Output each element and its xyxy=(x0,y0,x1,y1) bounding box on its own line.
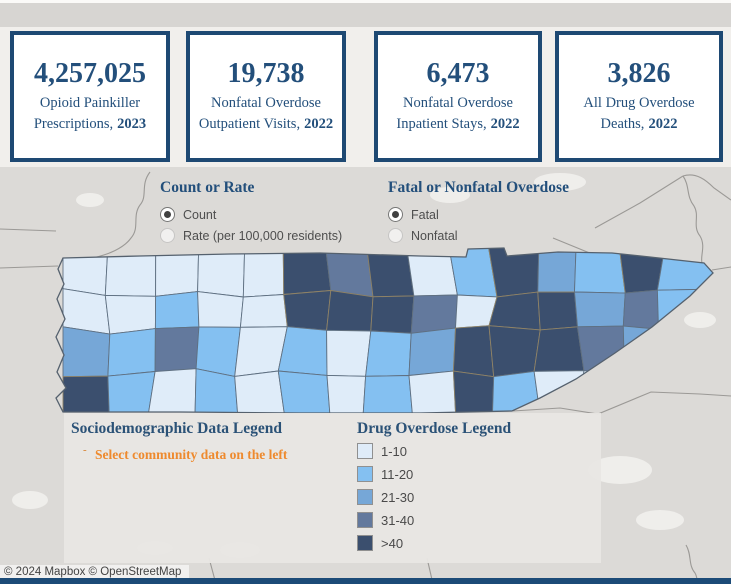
county-shape[interactable] xyxy=(195,326,241,377)
county-shape[interactable] xyxy=(488,291,541,331)
note-bullet: - xyxy=(83,444,87,456)
county-shape[interactable] xyxy=(62,288,111,335)
county-shape[interactable] xyxy=(452,370,495,420)
radio-icon[interactable] xyxy=(160,207,175,222)
legend-swatch xyxy=(357,512,373,528)
sociodemographic-legend: Sociodemographic Data Legend - Select co… xyxy=(71,420,341,464)
county-shape[interactable] xyxy=(370,295,415,334)
stat-card-outpatient-visits: 19,738 Nonfatal Overdose Outpatient Visi… xyxy=(186,31,346,162)
legend-swatch xyxy=(357,466,373,482)
stat-card-overdose-deaths: 3,826 All Drug Overdose Deaths, 2022 xyxy=(555,31,723,162)
legend-panel xyxy=(64,413,601,563)
legend-swatch xyxy=(357,535,373,551)
county-shape[interactable] xyxy=(408,370,457,420)
county-shape[interactable] xyxy=(362,375,414,421)
radio-icon[interactable] xyxy=(388,207,403,222)
stat-value: 19,738 xyxy=(227,58,305,89)
county-shape[interactable] xyxy=(62,375,110,420)
county-shape[interactable] xyxy=(277,370,331,420)
county-shape[interactable] xyxy=(146,368,197,420)
county-shape[interactable] xyxy=(234,370,286,420)
county-shape[interactable] xyxy=(107,328,156,377)
radio-nonfatal[interactable]: Nonfatal xyxy=(388,225,569,246)
county-shape[interactable] xyxy=(197,291,244,328)
county-shape[interactable] xyxy=(194,368,239,420)
drug-overdose-legend: Drug Overdose Legend 1-10 11-20 21-30 31… xyxy=(357,420,511,553)
stat-label: Opioid Painkiller Prescriptions, 2023 xyxy=(33,95,147,132)
legend-item[interactable]: 31-40 xyxy=(357,510,511,530)
county-shape[interactable] xyxy=(107,371,156,421)
legend-swatch xyxy=(357,443,373,459)
county-shape[interactable] xyxy=(488,325,541,378)
county-shape[interactable] xyxy=(326,329,372,377)
county-shape[interactable] xyxy=(104,294,157,335)
stat-label: All Drug Overdose Deaths, 2022 xyxy=(583,95,695,132)
county-shape[interactable] xyxy=(326,374,367,420)
county-shape[interactable] xyxy=(154,291,200,330)
county-shape[interactable] xyxy=(62,326,111,378)
count-rate-group: Count or Rate Count Rate (per 100,000 re… xyxy=(160,179,342,246)
county-shape[interactable] xyxy=(365,330,412,377)
stat-value: 3,826 xyxy=(607,58,671,89)
top-gray-strip xyxy=(0,3,731,27)
county-shape[interactable] xyxy=(283,290,332,331)
legend-swatch xyxy=(357,489,373,505)
radio-rate[interactable]: Rate (per 100,000 residents) xyxy=(160,225,342,246)
county-shape[interactable] xyxy=(533,326,585,372)
stat-value: 6,473 xyxy=(426,58,490,89)
county-shape[interactable] xyxy=(239,294,288,328)
county-shape[interactable] xyxy=(326,290,374,332)
county-shape[interactable] xyxy=(537,291,578,331)
fatal-nonfatal-title: Fatal or Nonfatal Overdose xyxy=(388,179,569,196)
stat-card-prescriptions: 4,257,025 Opioid Painkiller Prescription… xyxy=(10,31,170,162)
legend-item[interactable]: >40 xyxy=(357,533,511,553)
legend-item[interactable]: 21-30 xyxy=(357,487,511,507)
sociodemographic-legend-title: Sociodemographic Data Legend xyxy=(71,420,282,437)
county-shape[interactable] xyxy=(408,327,456,376)
fatal-nonfatal-group: Fatal or Nonfatal Overdose Fatal Nonfata… xyxy=(388,179,569,246)
county-shape[interactable] xyxy=(277,326,328,376)
county-shape[interactable] xyxy=(154,326,200,372)
county-shape[interactable] xyxy=(452,325,495,378)
count-rate-title: Count or Rate xyxy=(160,179,255,196)
legend-item[interactable]: 11-20 xyxy=(357,464,511,484)
stat-label: Nonfatal Overdose Outpatient Visits, 2022 xyxy=(198,95,334,132)
radio-icon[interactable] xyxy=(160,228,175,243)
county-shape[interactable] xyxy=(574,291,626,328)
radio-fatal[interactable]: Fatal xyxy=(388,204,569,225)
stat-value: 4,257,025 xyxy=(34,58,146,89)
county-shape[interactable] xyxy=(622,289,659,330)
legend-item[interactable]: 1-10 xyxy=(357,441,511,461)
sociodemographic-legend-note: - Select community data on the left xyxy=(71,444,305,464)
map-attribution[interactable]: © 2024 Mapbox © OpenStreetMap xyxy=(0,565,190,580)
county-shape[interactable] xyxy=(410,294,458,334)
radio-count[interactable]: Count xyxy=(160,204,342,225)
tennessee-outline xyxy=(55,247,714,414)
drug-overdose-legend-title: Drug Overdose Legend xyxy=(357,420,512,437)
radio-icon[interactable] xyxy=(388,228,403,243)
stat-card-inpatient-stays: 6,473 Nonfatal Overdose Inpatient Stays,… xyxy=(374,31,542,162)
bottom-navy-bar xyxy=(0,578,731,584)
stat-label: Nonfatal Overdose Inpatient Stays, 2022 xyxy=(396,95,520,132)
top-border-line xyxy=(0,0,731,3)
